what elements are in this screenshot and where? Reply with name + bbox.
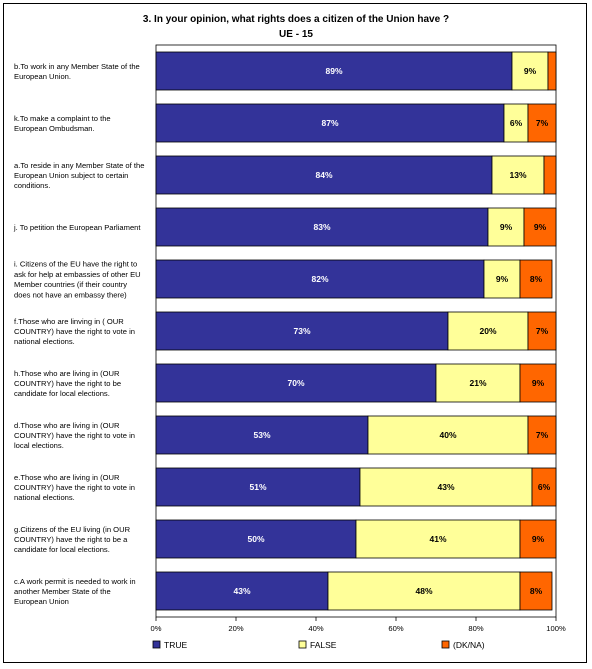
chart-subtitle: UE - 15 xyxy=(279,29,313,40)
bar-segment-dkna xyxy=(543,155,557,195)
data-label: 82% xyxy=(311,274,328,284)
legend-label: (DK/NA) xyxy=(453,640,485,650)
category-label: h.Those who are living in (OUR COUNTRY) h… xyxy=(14,369,121,398)
data-label: 73% xyxy=(293,326,310,336)
category-label: k.To make a complaint to the European Omb… xyxy=(14,114,111,133)
bar-segment-dkna xyxy=(531,467,557,507)
x-tick-label: 20% xyxy=(228,624,243,633)
bar-segment-false xyxy=(487,207,525,247)
category-label: g.Citizens of the EU living (in OUR COUNT… xyxy=(14,525,131,554)
bar-segment-true xyxy=(155,415,369,455)
legend-label: FALSE xyxy=(310,640,337,650)
bar-segment-dkna xyxy=(519,571,553,611)
category-label: c.A work permit is needed to work in anot… xyxy=(14,577,136,606)
data-label: 89% xyxy=(325,66,342,76)
category-label: i. Citizens of the EU have the right to a… xyxy=(14,260,141,300)
category-label: f.Those who are linving in ( OUR COUNTRY)… xyxy=(14,317,135,346)
data-label: 41% xyxy=(429,534,446,544)
data-label: 21% xyxy=(469,378,486,388)
data-label: 40% xyxy=(439,430,456,440)
bar-segment-true xyxy=(155,207,489,247)
bar-segment-dkna xyxy=(519,519,557,559)
bar-segment-dkna xyxy=(523,207,557,247)
data-label: 7% xyxy=(536,326,549,336)
category-label: e.Those who are living in (OUR COUNTRY) h… xyxy=(14,473,135,502)
data-label: 7% xyxy=(536,430,549,440)
bar-segment-false xyxy=(447,311,529,351)
bar-segment-true xyxy=(155,155,493,195)
bar-segment-true xyxy=(155,259,485,299)
legend-swatch xyxy=(152,640,161,649)
legend-swatch xyxy=(441,640,450,649)
bar-segment-true xyxy=(155,363,437,403)
bar-segment-false xyxy=(367,415,529,455)
legend-label: TRUE xyxy=(164,640,187,650)
data-label: 84% xyxy=(315,170,332,180)
bar-segment-false xyxy=(327,571,521,611)
bar-segment-true xyxy=(155,519,357,559)
bar-segment-dkna xyxy=(527,311,557,351)
category-label: b.To work in any Member State of the Euro… xyxy=(14,62,140,81)
legend-swatch xyxy=(298,640,307,649)
data-label: 9% xyxy=(496,274,509,284)
data-label: 70% xyxy=(287,378,304,388)
data-label: 6% xyxy=(510,118,523,128)
bar-segment-dkna xyxy=(547,51,557,91)
data-label: 87% xyxy=(321,118,338,128)
bar-segment-dkna xyxy=(527,415,557,455)
data-label: 9% xyxy=(500,222,513,232)
data-label: 51% xyxy=(249,482,266,492)
category-label: d.Those who are living in (OUR COUNTRY) h… xyxy=(14,421,135,450)
data-label: 48% xyxy=(415,586,432,596)
bar-segment-true xyxy=(155,103,505,143)
data-label: 13% xyxy=(509,170,526,180)
bar-segment-dkna xyxy=(527,103,557,143)
data-label: 9% xyxy=(532,378,545,388)
bar-segment-dkna xyxy=(519,363,557,403)
data-label: 7% xyxy=(536,118,549,128)
data-label: 53% xyxy=(253,430,270,440)
x-tick-label: 40% xyxy=(308,624,323,633)
data-label: 9% xyxy=(524,66,537,76)
bar-segment-dkna xyxy=(519,259,553,299)
data-label: 43% xyxy=(233,586,250,596)
data-label: 50% xyxy=(247,534,264,544)
bar-segment-true xyxy=(155,571,329,611)
x-tick-label: 100% xyxy=(546,624,566,633)
data-label: 83% xyxy=(313,222,330,232)
category-label: j. To petition the European Parliament xyxy=(13,223,141,232)
data-label: 8% xyxy=(530,586,543,596)
x-tick-label: 60% xyxy=(388,624,403,633)
bar-segment-true xyxy=(155,311,449,351)
bar-segment-false xyxy=(511,51,549,91)
chart-title: 3. In your opinion, what rights does a c… xyxy=(142,14,450,25)
data-label: 20% xyxy=(479,326,496,336)
data-label: 9% xyxy=(532,534,545,544)
data-label: 6% xyxy=(538,482,551,492)
bar-segment-true xyxy=(155,51,513,91)
x-tick-label: 80% xyxy=(468,624,483,633)
data-label: 9% xyxy=(534,222,547,232)
data-label: 8% xyxy=(530,274,543,284)
bar-segment-true xyxy=(155,467,361,507)
data-label: 43% xyxy=(437,482,454,492)
bar-segment-false xyxy=(491,155,545,195)
x-tick-label: 0% xyxy=(151,624,162,633)
category-label: a.To reside in any Member State of the Eu… xyxy=(14,161,144,190)
